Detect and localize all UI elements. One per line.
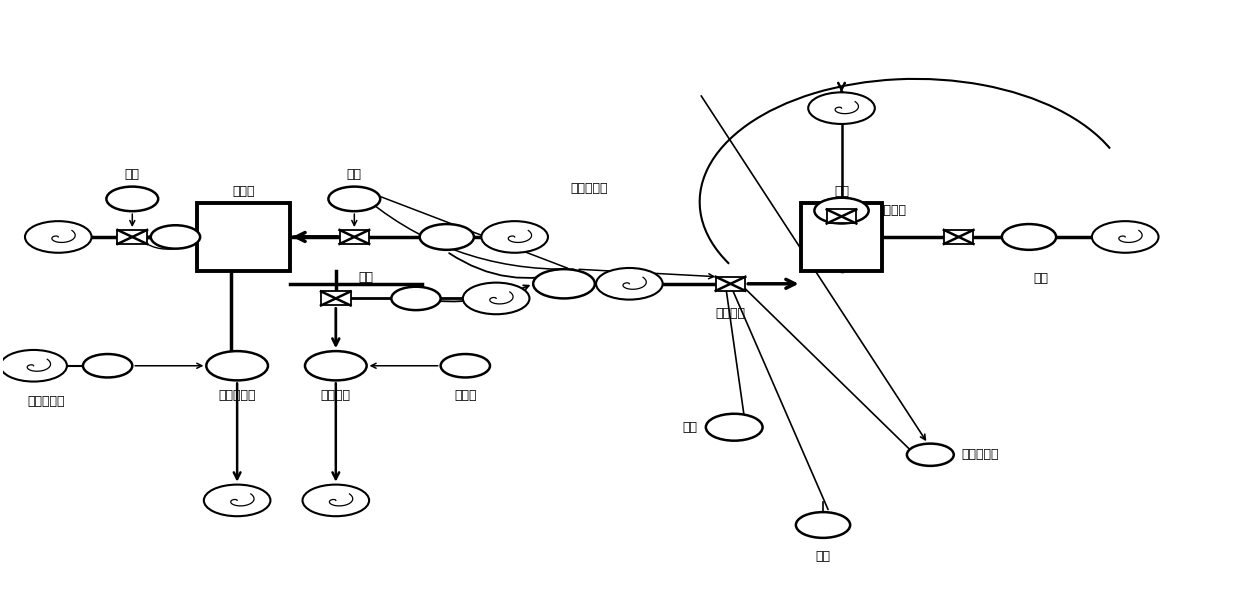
Circle shape xyxy=(463,282,529,314)
Circle shape xyxy=(596,268,663,300)
Circle shape xyxy=(482,221,548,253)
Text: 温度: 温度 xyxy=(683,421,698,434)
Circle shape xyxy=(328,187,380,211)
Circle shape xyxy=(907,444,954,466)
Bar xyxy=(802,203,882,271)
Text: 吸收率: 吸收率 xyxy=(453,389,477,402)
Circle shape xyxy=(420,224,475,250)
Circle shape xyxy=(25,221,92,253)
Circle shape xyxy=(151,225,201,249)
Bar xyxy=(826,209,856,223)
Circle shape xyxy=(204,485,270,516)
Circle shape xyxy=(706,414,762,441)
Circle shape xyxy=(533,269,595,298)
Circle shape xyxy=(441,354,489,378)
Circle shape xyxy=(1092,221,1158,253)
Circle shape xyxy=(1002,224,1056,250)
Text: 微生物吸收: 微生物吸收 xyxy=(218,389,256,402)
Circle shape xyxy=(795,512,850,538)
Circle shape xyxy=(302,485,369,516)
Text: 底泥磷: 底泥磷 xyxy=(232,185,254,198)
Circle shape xyxy=(305,351,367,381)
Text: 秋茄吸收: 秋茄吸收 xyxy=(321,389,351,402)
Circle shape xyxy=(808,92,875,124)
Circle shape xyxy=(392,287,441,310)
Text: 光合作用: 光合作用 xyxy=(715,307,746,320)
Circle shape xyxy=(814,198,869,223)
Text: 自身抑制率: 自身抑制率 xyxy=(961,448,999,461)
Bar xyxy=(944,230,974,244)
Bar xyxy=(197,203,290,271)
Bar xyxy=(321,291,351,306)
Circle shape xyxy=(0,350,67,382)
Bar xyxy=(118,230,147,244)
Text: 秋茄: 秋茄 xyxy=(834,185,849,198)
Text: 扩散: 扩散 xyxy=(358,271,373,284)
Circle shape xyxy=(107,187,159,211)
Bar xyxy=(716,277,746,291)
Text: 微生物浓度: 微生物浓度 xyxy=(27,395,64,408)
Text: 光照: 光照 xyxy=(815,550,830,563)
Text: 死亡: 死亡 xyxy=(1033,272,1049,285)
Circle shape xyxy=(83,354,133,378)
Text: 呼吸损失: 呼吸损失 xyxy=(876,204,906,217)
Text: 沉降: 沉降 xyxy=(347,168,362,181)
Bar xyxy=(339,230,369,244)
Text: 分解: 分解 xyxy=(125,168,140,181)
Text: 水体磷浓度: 水体磷浓度 xyxy=(570,182,607,195)
Circle shape xyxy=(207,351,268,381)
